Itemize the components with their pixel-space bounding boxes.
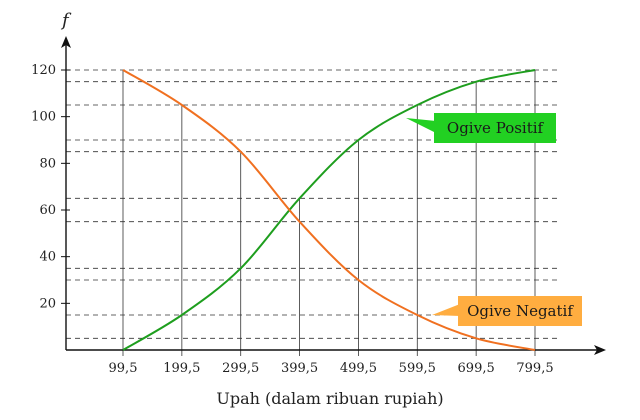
y-tick-label-100: 100 [31,110,56,125]
legend-box-ogive-negatif [458,296,582,326]
x-axis-label: Upah (dalam ribuan rupiah) [216,389,443,408]
x-tick-label-2: 299,5 [222,361,259,376]
y-axis-label: f [60,10,72,31]
legend-label-ogive-positif: Ogive Positif [447,119,545,137]
y-tick-label-80: 80 [39,156,56,171]
x-tick-label-1: 199,5 [163,361,200,376]
legend-pointer-ogive-negatif [432,304,460,316]
series-layer [122,69,536,351]
legend-pointer-ogive-positif [406,118,436,133]
y-tick-label-40: 40 [39,250,56,265]
series-line-ogive-positif [122,69,536,351]
x-tick-label-6: 699,5 [458,361,495,376]
x-axis-arrow [594,345,606,355]
series-line-ogive-negatif [122,69,536,351]
y-tick-label-60: 60 [39,203,56,218]
y-tick-label-120: 120 [31,63,56,78]
x-tick-label-3: 399,5 [281,361,318,376]
y-axis-arrow [61,36,71,48]
x-tick-label-4: 499,5 [340,361,377,376]
legend-label-ogive-negatif: Ogive Negatif [467,302,574,320]
x-tick-label-5: 599,5 [399,361,436,376]
legend-layer: Ogive Positif Ogive Negatif [406,113,582,326]
axes-layer: 20 40 60 80 100 120 99,5 199,5 299,5 399,5 499,5 59… [31,36,606,376]
legend-box-ogive-positif [434,113,556,143]
x-tick-label-7: 799,5 [516,361,553,376]
y-tick-label-20: 20 [39,296,56,311]
x-tick-label-0: 99,5 [109,361,138,376]
